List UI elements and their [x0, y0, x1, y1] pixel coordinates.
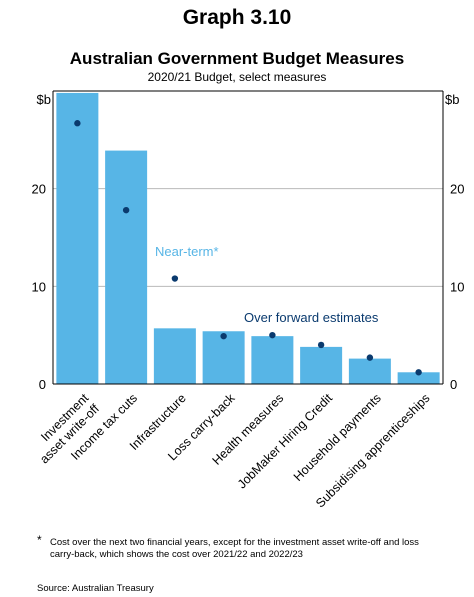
- data-point: [122, 206, 130, 214]
- x-tick-label: JobMaker Hiring Credit: [235, 391, 336, 492]
- chart-title: Australian Government Budget Measures: [69, 49, 405, 68]
- data-point: [317, 341, 325, 349]
- data-point: [366, 354, 374, 361]
- x-tick-label: Household payments: [291, 391, 384, 484]
- data-point: [74, 120, 81, 127]
- bar: [348, 358, 391, 384]
- bar: [300, 346, 343, 384]
- y-tick-label-right: 20: [450, 182, 464, 197]
- bar: [105, 150, 148, 384]
- bar: [251, 336, 294, 384]
- footnote-text: Cost over the next two financial years, …: [50, 537, 419, 560]
- graph-number: Graph 3.10: [182, 6, 292, 29]
- bar: [56, 92, 99, 384]
- near-term-label: Near-term*: [155, 244, 219, 259]
- bar: [397, 372, 440, 384]
- y-tick-label-right: 0: [450, 377, 457, 392]
- x-tick-label-group: Household payments: [291, 391, 384, 484]
- data-point: [269, 331, 276, 339]
- forward-estimates-label: Over forward estimates: [244, 310, 379, 325]
- source-note: Source: Australian Treasury: [37, 583, 154, 594]
- y-unit-left: $b: [37, 92, 51, 107]
- data-point: [171, 275, 179, 282]
- bar: [202, 331, 245, 384]
- chart-subtitle: 2020/21 Budget, select measures: [147, 70, 327, 84]
- y-tick-label-left: 0: [39, 377, 46, 392]
- y-tick-label-right: 10: [450, 279, 464, 294]
- footnote-mark: *: [37, 533, 42, 547]
- y-unit-right: $b: [445, 92, 459, 107]
- x-tick-label-group: JobMaker Hiring Credit: [235, 391, 336, 492]
- data-point: [220, 332, 227, 340]
- bar: [153, 328, 196, 384]
- y-tick-label-left: 20: [32, 182, 46, 197]
- data-point: [415, 369, 422, 376]
- y-tick-label-left: 10: [32, 279, 46, 294]
